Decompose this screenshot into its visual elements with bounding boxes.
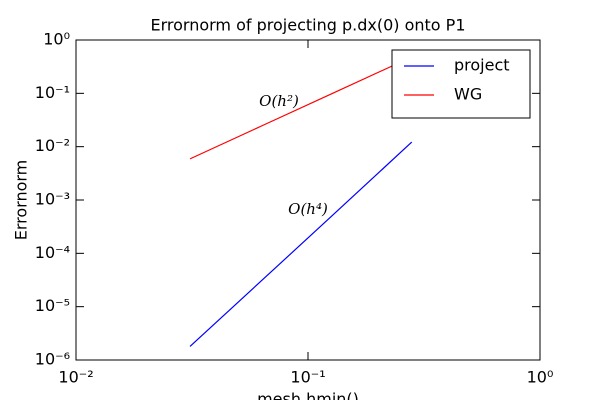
y-tick-label: 10⁻⁶ [35,350,70,369]
legend-label: WG [454,85,482,104]
chart-title: Errornorm of projecting p.dx(0) onto P1 [150,16,465,35]
annotation: O(h²) [259,92,299,110]
x-tick-label: 10⁻² [58,368,93,387]
data-line [189,56,412,160]
y-tick-label: 10⁻³ [35,190,70,209]
x-tick-label: 10⁻¹ [290,368,325,387]
data-line [189,141,413,347]
annotation: O(h⁴) [288,200,328,218]
x-tick-label: 10⁰ [527,368,554,387]
y-tick-label: 10⁻² [35,136,70,155]
legend-box [391,49,531,119]
y-tick-label: 10⁻⁵ [35,296,70,315]
y-tick-label: 10⁰ [43,30,70,49]
x-axis-label: mesh hmin() [257,390,359,400]
y-axis-label: Errornorm [12,160,31,241]
y-tick-label: 10⁻⁴ [35,243,70,262]
y-tick-label: 10⁻¹ [35,83,70,102]
legend-label: project [454,56,510,75]
